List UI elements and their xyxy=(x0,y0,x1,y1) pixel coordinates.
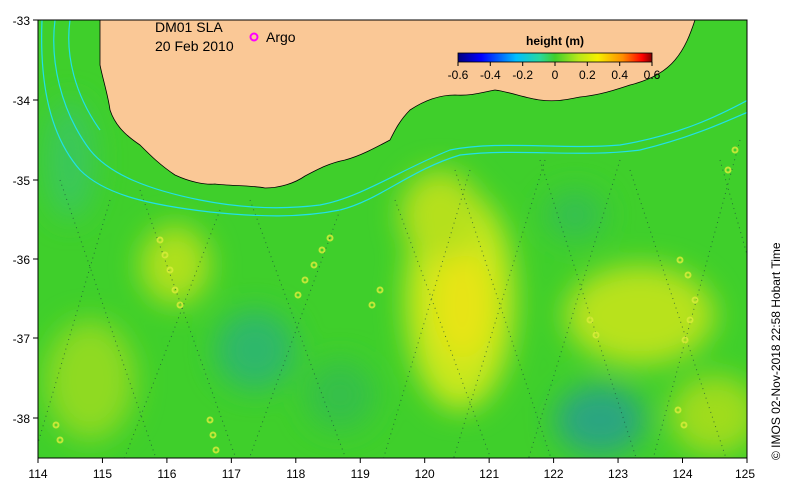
x-tick-label: 115 xyxy=(93,467,112,481)
x-tick-label: 114 xyxy=(28,467,47,481)
y-tick-label: -33 xyxy=(13,14,31,28)
negative-anomaly xyxy=(545,190,605,240)
argo-label: Argo xyxy=(266,29,296,45)
colorbar-label: height (m) xyxy=(526,34,584,48)
colorbar-tick-label: 0.6 xyxy=(644,68,661,82)
x-tick-label: 118 xyxy=(286,467,305,481)
x-tick-marks xyxy=(37,458,748,463)
map-title: DM01 SLA xyxy=(155,19,223,35)
x-tick-label: 117 xyxy=(222,467,241,481)
positive-anomaly xyxy=(400,170,480,260)
colorbar-tick-marks xyxy=(457,62,653,66)
y-axis-labels: -33 -34 -35 -36 -37 -38 xyxy=(13,14,31,426)
negative-anomaly xyxy=(305,360,375,430)
argo-legend: Argo xyxy=(249,29,296,45)
contour-inner xyxy=(68,20,101,131)
y-tick-label: -35 xyxy=(13,174,31,188)
satellite-tracks xyxy=(38,139,747,458)
plot-area xyxy=(38,20,747,458)
positive-anomaly xyxy=(670,375,747,455)
contour-1000m xyxy=(41,20,747,217)
negative-anomaly xyxy=(45,100,95,220)
x-tick-label: 120 xyxy=(415,467,435,481)
imos-credit: © IMOS 02-Nov-2018 22:58 Hobart Time xyxy=(769,242,783,460)
x-tick-label: 121 xyxy=(479,467,499,481)
negative-anomaly xyxy=(215,310,295,390)
colorbar-tick-label: -0.6 xyxy=(448,68,469,82)
colorbar: height (m) -0.6 -0.4 -0.2 0 0.2 0.4 0.6 xyxy=(448,34,661,82)
x-tick-label: 122 xyxy=(544,467,564,481)
argo-marker-icon xyxy=(249,32,259,42)
positive-anomaly xyxy=(565,265,715,365)
x-axis-labels: 114 115 116 117 118 119 120 121 122 123 … xyxy=(28,467,755,481)
y-tick-label: -37 xyxy=(13,332,31,346)
bathymetry-contours xyxy=(41,20,747,217)
negative-anomaly xyxy=(555,385,645,455)
x-tick-label: 124 xyxy=(672,467,692,481)
colorbar-gradient xyxy=(457,52,653,63)
plot-frame xyxy=(37,19,748,459)
y-tick-label: -38 xyxy=(13,412,31,426)
track-observations xyxy=(52,146,739,454)
sla-anomalies xyxy=(45,100,747,455)
y-tick-marks xyxy=(33,19,38,419)
positive-anomaly xyxy=(45,320,135,440)
y-tick-label: -34 xyxy=(13,94,31,108)
colorbar-tick-label: -0.4 xyxy=(480,68,501,82)
map-date: 20 Feb 2010 xyxy=(155,38,234,54)
x-tick-label: 119 xyxy=(351,467,370,481)
colorbar-tick-label: 0.4 xyxy=(611,68,628,82)
y-tick-label: -36 xyxy=(13,253,31,267)
contour-200m xyxy=(53,20,747,209)
colorbar-tick-label: 0 xyxy=(552,68,559,82)
colorbar-tick-label: 0.2 xyxy=(579,68,596,82)
x-tick-label: 116 xyxy=(157,467,176,481)
positive-anomaly xyxy=(140,225,210,305)
x-tick-label: 123 xyxy=(608,467,628,481)
positive-anomaly-core xyxy=(434,250,490,360)
colorbar-tick-label: -0.2 xyxy=(512,68,533,82)
x-tick-label: 125 xyxy=(735,467,755,481)
